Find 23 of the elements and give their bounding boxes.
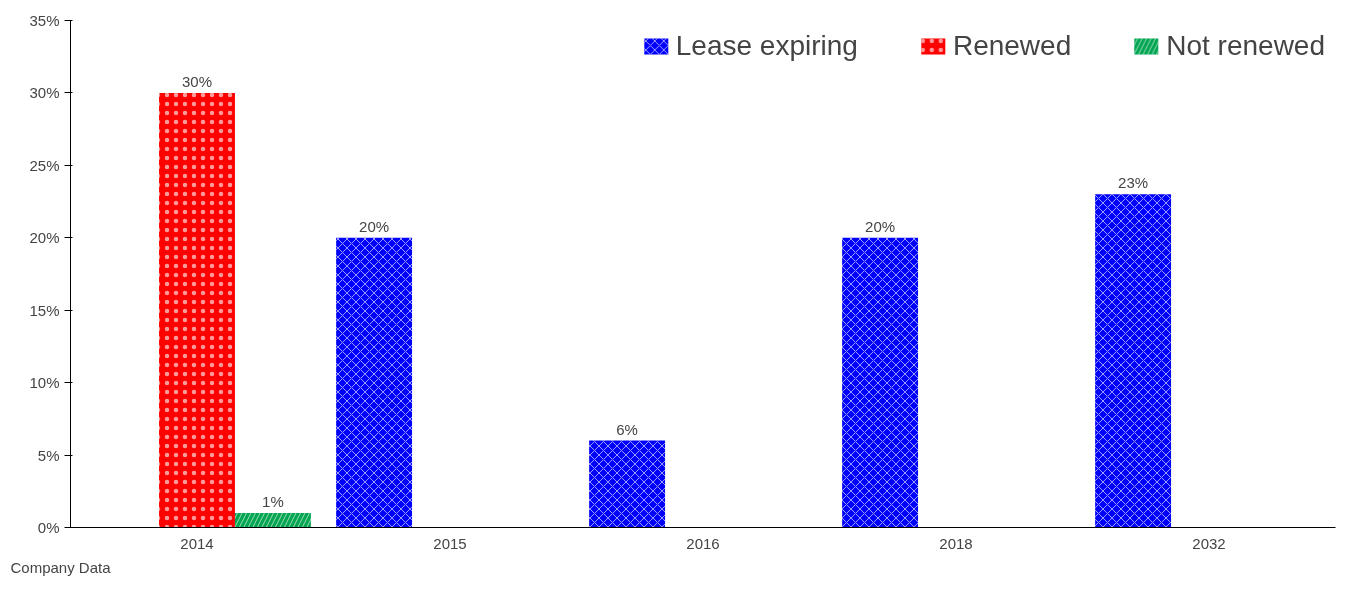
data-label: 30%: [181, 72, 213, 90]
data-label: 1%: [262, 493, 284, 511]
x-tick-label: 2014: [180, 534, 214, 552]
legend-label: Lease expiring: [675, 30, 858, 62]
legend-label: Renewed: [952, 30, 1072, 62]
y-tick-label: 30%: [29, 84, 60, 102]
x-tick-label: 2015: [433, 534, 467, 552]
text: Company Data: [10, 558, 112, 576]
data-label: 6%: [616, 420, 638, 438]
data-label: 20%: [359, 217, 390, 235]
y-tick-label: 25%: [29, 156, 60, 174]
x-tick-label: 2018: [939, 534, 973, 552]
y-tick-label: 15%: [29, 301, 60, 319]
y-tick-label: 35%: [29, 12, 60, 29]
legend-label: Not renewed: [1166, 30, 1325, 62]
x-tick-label: 2016: [686, 534, 720, 552]
y-tick-label: 10%: [29, 374, 60, 392]
x-tick-label: 2032: [1192, 534, 1226, 552]
data-label: 20%: [865, 217, 896, 235]
y-tick-label: 0%: [37, 519, 60, 536]
data-label: 23%: [1118, 174, 1149, 192]
y-tick-label: 20%: [29, 229, 60, 247]
y-tick-label: 5%: [37, 446, 60, 464]
